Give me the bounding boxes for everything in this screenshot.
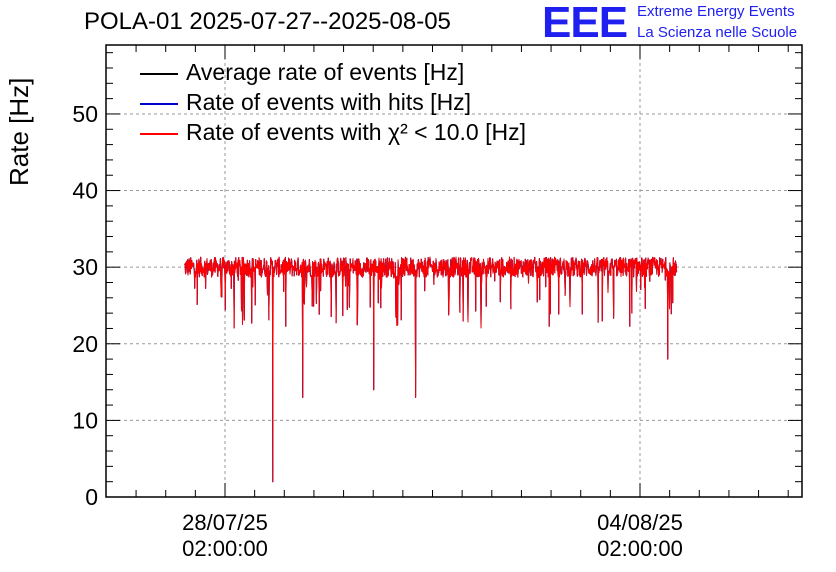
x-tick-date-2: 04/08/25 [597, 510, 683, 535]
legend: Average rate of events [Hz] Rate of even… [140, 58, 600, 148]
x-tick-label-2: 04/08/25 02:00:00 [560, 510, 720, 562]
legend-label-chi2: Rate of events with χ² < 10.0 [Hz] [186, 119, 526, 145]
chart-title: POLA-01 2025-07-27--2025-08-05 [84, 8, 451, 35]
legend-item-average: Average rate of events [Hz] [140, 58, 600, 88]
x-tick-time-2: 02:00:00 [597, 536, 683, 561]
legend-swatch-hits [140, 103, 178, 105]
eee-tagline-2: La Scienza nelle Scuole [637, 24, 798, 41]
y-axis-label: Rate [Hz] [4, 77, 34, 186]
eee-tagline-1: Extreme Energy Events [637, 3, 795, 20]
legend-label-average: Average rate of events [Hz] [186, 59, 465, 85]
x-tick-time-1: 02:00:00 [182, 536, 268, 561]
legend-item-chi2: Rate of events with χ² < 10.0 [Hz] [140, 118, 600, 148]
y-tick-label-40: 40 [72, 178, 98, 204]
legend-item-hits: Rate of events with hits [Hz] [140, 88, 600, 118]
x-tick-date-1: 28/07/25 [182, 510, 268, 535]
y-tick-label-50: 50 [72, 101, 98, 127]
y-tick-label-30: 30 [72, 254, 98, 280]
legend-swatch-average [140, 73, 178, 75]
series-line-2 [184, 256, 678, 483]
y-tick-label-0: 0 [85, 484, 98, 510]
legend-label-hits: Rate of events with hits [Hz] [186, 89, 472, 115]
x-tick-label-1: 28/07/25 02:00:00 [145, 510, 305, 562]
plot-frame [105, 44, 803, 498]
eee-logo: EEE [542, 0, 628, 47]
y-tick-label-20: 20 [72, 331, 98, 357]
y-tick-label-10: 10 [72, 407, 98, 433]
legend-swatch-chi2 [140, 133, 178, 135]
